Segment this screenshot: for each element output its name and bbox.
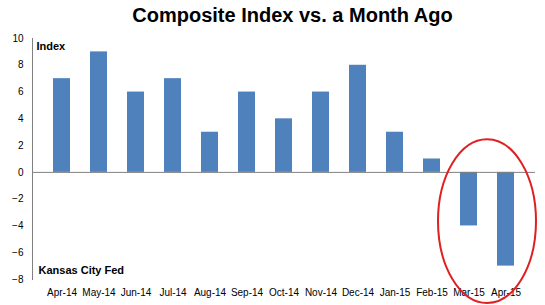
svg-text:Nov-14: Nov-14	[305, 287, 338, 298]
svg-text:Feb-15: Feb-15	[416, 287, 448, 298]
svg-text:0: 0	[18, 167, 24, 178]
svg-text:Jul-14: Jul-14	[159, 287, 187, 298]
svg-text:Jan-15: Jan-15	[380, 287, 411, 298]
svg-text:2: 2	[18, 140, 24, 151]
svg-text:6: 6	[18, 86, 24, 97]
svg-text:Sep-14: Sep-14	[231, 287, 264, 298]
svg-text:10: 10	[12, 33, 24, 44]
svg-text:May-14: May-14	[82, 287, 116, 298]
svg-text:−6: −6	[12, 247, 24, 258]
svg-text:8: 8	[18, 59, 24, 70]
svg-text:Apr-14: Apr-14	[47, 287, 77, 298]
svg-text:−2: −2	[12, 193, 24, 204]
svg-text:Apr-15: Apr-15	[491, 286, 521, 298]
svg-text:Oct-14: Oct-14	[269, 287, 299, 298]
svg-text:Kansas City Fed: Kansas City Fed	[39, 264, 125, 276]
svg-text:Dec-14: Dec-14	[342, 287, 375, 298]
svg-text:4: 4	[18, 113, 24, 124]
svg-text:Index: Index	[37, 40, 67, 52]
html-text:Composite Index vs. a Month Ag: Composite Index vs. a Month Ago	[132, 4, 453, 26]
svg-text:Aug-14: Aug-14	[194, 287, 227, 298]
svg-text:−4: −4	[12, 220, 24, 231]
svg-text:Mar-15: Mar-15	[453, 286, 485, 298]
svg-text:Jun-14: Jun-14	[121, 287, 152, 298]
svg-text:−8: −8	[12, 274, 24, 285]
